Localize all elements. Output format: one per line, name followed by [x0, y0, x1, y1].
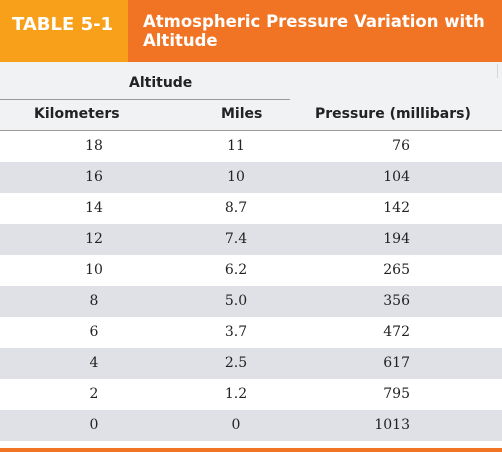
pressure-cell: 795 [383, 386, 410, 402]
table-body: 18 11 76 16 10 104 14 8.7 142 12 7.4 194… [0, 131, 502, 441]
miles-cell: 3.7 [224, 324, 248, 340]
group-header-rule [0, 99, 290, 100]
miles-cell: 5.0 [224, 293, 248, 309]
pressure-cell: 472 [383, 324, 410, 340]
table-row: 6 3.7 472 [0, 317, 502, 348]
table-row: 14 8.7 142 [0, 193, 502, 224]
miles-cell: 6.2 [224, 262, 248, 278]
kilometers-cell: 18 [85, 138, 103, 154]
pressure-cell: 1013 [374, 417, 410, 433]
pressure-column-header: Pressure (millibars) [315, 106, 471, 122]
table-label: TABLE 5-1 [12, 14, 114, 35]
miles-cell: 11 [227, 138, 245, 154]
table-bottom-bar [0, 448, 502, 452]
miles-cell: 2.5 [224, 355, 248, 371]
table-row: 10 6.2 265 [0, 255, 502, 286]
pressure-cell: 194 [383, 231, 410, 247]
column-header-area [0, 62, 502, 130]
pressure-cell: 265 [383, 262, 410, 278]
kilometers-cell: 2 [89, 386, 99, 402]
table-header-bar: TABLE 5-1 Atmospheric Pressure Variation… [0, 0, 502, 62]
table-row: 12 7.4 194 [0, 224, 502, 255]
miles-cell: 10 [227, 169, 245, 185]
kilometers-cell: 10 [85, 262, 103, 278]
pressure-cell: 617 [383, 355, 410, 371]
pressure-cell: 104 [383, 169, 410, 185]
table-row: 4 2.5 617 [0, 348, 502, 379]
column-header-rule [0, 130, 502, 131]
kilometers-cell: 4 [89, 355, 99, 371]
miles-cell: 1.2 [224, 386, 248, 402]
kilometers-cell: 0 [89, 417, 99, 433]
kilometers-column-header: Kilometers [34, 106, 120, 122]
table-row: 16 10 104 [0, 162, 502, 193]
kilometers-cell: 6 [89, 324, 99, 340]
pressure-cell: 76 [392, 138, 410, 154]
kilometers-cell: 12 [85, 231, 103, 247]
table-row: 18 11 76 [0, 131, 502, 162]
table-row: 2 1.2 795 [0, 379, 502, 410]
miles-cell: 8.7 [224, 200, 248, 216]
miles-cell: 0 [231, 417, 241, 433]
pressure-cell: 356 [383, 293, 410, 309]
kilometers-cell: 8 [89, 293, 99, 309]
corner-divider [497, 64, 498, 78]
table-label-box: TABLE 5-1 [0, 0, 128, 62]
kilometers-cell: 16 [85, 169, 103, 185]
table-title: Atmospheric Pressure Variation with Alti… [143, 12, 485, 50]
kilometers-cell: 14 [85, 200, 103, 216]
pressure-cell: 142 [383, 200, 410, 216]
miles-cell: 7.4 [224, 231, 248, 247]
miles-column-header: Miles [221, 106, 263, 122]
table-row: 0 0 1013 [0, 410, 502, 441]
altitude-group-header: Altitude [129, 75, 193, 91]
table-row: 8 5.0 356 [0, 286, 502, 317]
